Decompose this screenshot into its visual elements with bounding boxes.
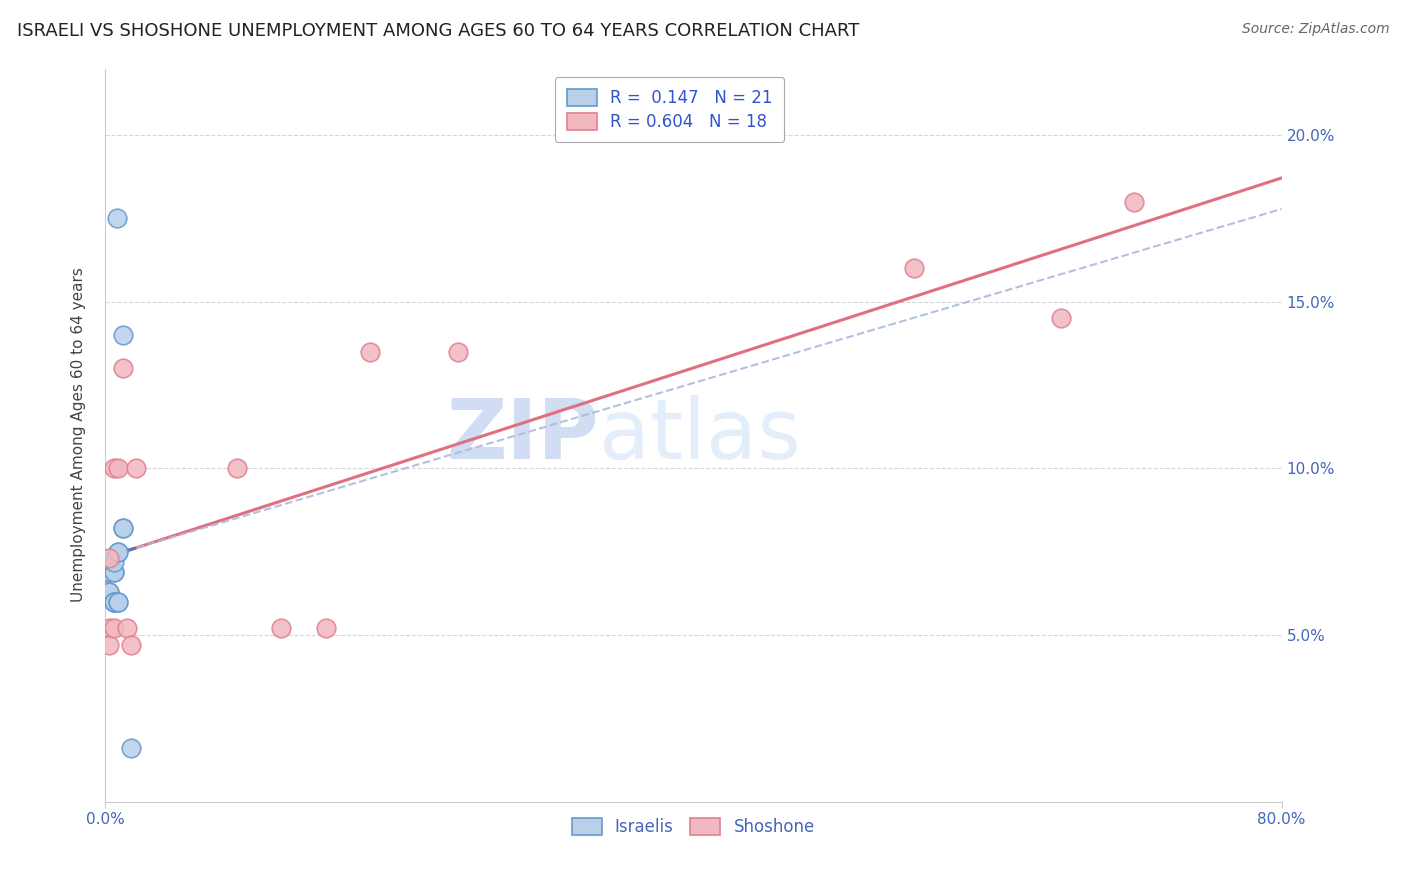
Point xyxy=(107,544,129,558)
Point xyxy=(103,594,125,608)
Point xyxy=(111,521,134,535)
Point xyxy=(121,741,143,756)
Point xyxy=(105,211,128,226)
Point xyxy=(903,261,925,276)
Point xyxy=(125,461,148,475)
Point xyxy=(98,584,121,599)
Point xyxy=(94,565,117,579)
Text: ISRAELI VS SHOSHONE UNEMPLOYMENT AMONG AGES 60 TO 64 YEARS CORRELATION CHART: ISRAELI VS SHOSHONE UNEMPLOYMENT AMONG A… xyxy=(17,22,859,40)
Point xyxy=(107,594,129,608)
Point xyxy=(98,551,121,566)
Point xyxy=(226,461,249,475)
Text: Source: ZipAtlas.com: Source: ZipAtlas.com xyxy=(1241,22,1389,37)
Point xyxy=(103,565,125,579)
Point xyxy=(98,565,121,579)
Point xyxy=(103,461,125,475)
Point xyxy=(98,584,121,599)
Point xyxy=(103,555,125,569)
Point xyxy=(103,594,125,608)
Y-axis label: Unemployment Among Ages 60 to 64 years: Unemployment Among Ages 60 to 64 years xyxy=(72,268,86,602)
Point xyxy=(1050,311,1073,326)
Point xyxy=(447,344,470,359)
Point xyxy=(107,594,129,608)
Point xyxy=(111,328,134,343)
Point xyxy=(98,555,121,569)
Point xyxy=(98,638,121,652)
Text: atlas: atlas xyxy=(599,394,801,475)
Point xyxy=(103,621,125,635)
Point xyxy=(315,621,337,635)
Point xyxy=(121,638,143,652)
Point xyxy=(111,521,134,535)
Point xyxy=(359,344,381,359)
Point xyxy=(270,621,292,635)
Legend: Israelis, Shoshone: Israelis, Shoshone xyxy=(564,810,824,845)
Point xyxy=(98,621,121,635)
Point xyxy=(115,621,138,635)
Point xyxy=(1123,194,1146,209)
Point xyxy=(107,544,129,558)
Point xyxy=(103,594,125,608)
Point xyxy=(107,461,129,475)
Point xyxy=(98,565,121,579)
Point xyxy=(111,361,134,376)
Point xyxy=(103,565,125,579)
Text: ZIP: ZIP xyxy=(447,394,599,475)
